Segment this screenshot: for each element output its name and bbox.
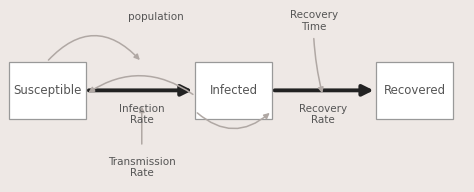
FancyBboxPatch shape bbox=[195, 62, 272, 119]
FancyBboxPatch shape bbox=[376, 62, 453, 119]
FancyBboxPatch shape bbox=[9, 62, 86, 119]
Text: Infected: Infected bbox=[210, 84, 257, 97]
Text: Recovery
Time: Recovery Time bbox=[290, 10, 337, 31]
Text: Recovered: Recovered bbox=[383, 84, 446, 97]
Text: Recovery
Rate: Recovery Rate bbox=[299, 103, 347, 125]
Text: Infection
Rate: Infection Rate bbox=[119, 103, 164, 125]
Text: population: population bbox=[128, 12, 183, 22]
Text: Susceptible: Susceptible bbox=[14, 84, 82, 97]
Text: Transmission
Rate: Transmission Rate bbox=[108, 157, 176, 178]
